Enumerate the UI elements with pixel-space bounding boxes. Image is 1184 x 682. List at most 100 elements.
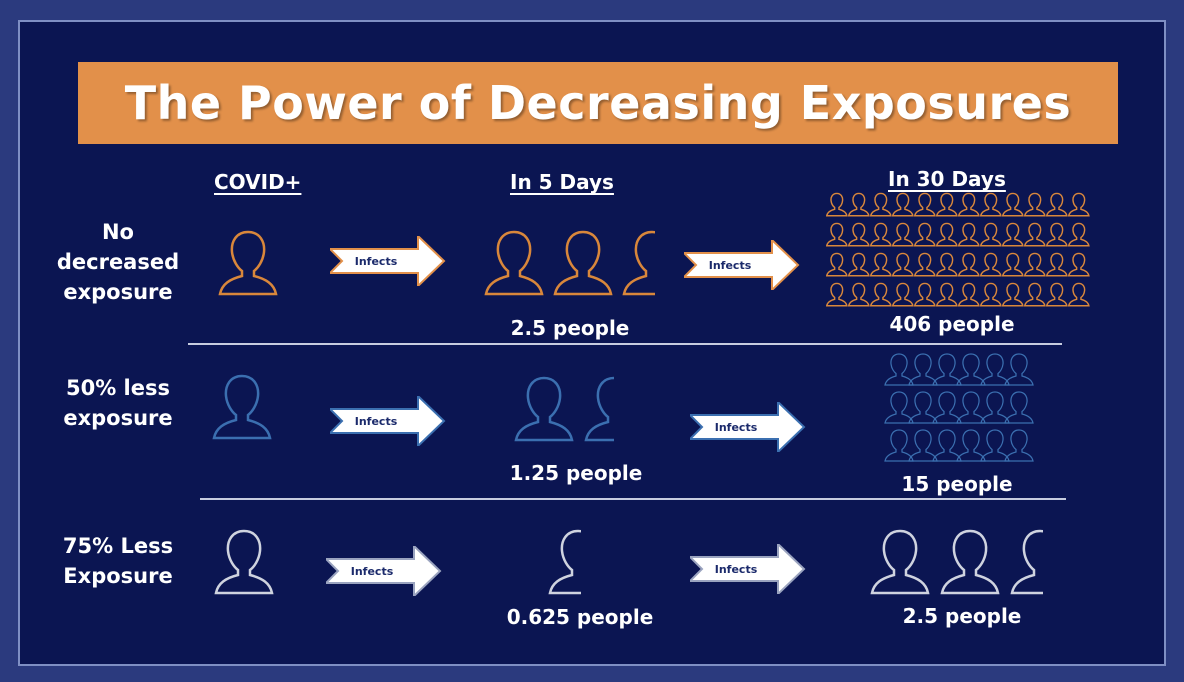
person-outline-icon [826, 192, 848, 217]
person-outline-icon [848, 222, 870, 247]
row-label-line: Exposure [63, 564, 173, 588]
person-outline-icon [1010, 529, 1043, 595]
infects-arrow: Infects [330, 236, 446, 286]
person-outline-icon [218, 230, 278, 296]
person-outline-icon [914, 252, 936, 277]
person-outline-icon [1046, 222, 1068, 247]
person-outline-icon [1002, 282, 1024, 307]
person-outline-icon [870, 529, 930, 595]
person-outline-icon [932, 391, 962, 424]
person-outline-icon [622, 230, 655, 296]
person-outline-icon [980, 353, 1010, 386]
person-outline-icon [940, 529, 1000, 595]
person-outline-icon [980, 252, 1002, 277]
row-divider [200, 498, 1066, 500]
person-outline-icon [936, 252, 958, 277]
person-outline-icon [980, 391, 1010, 424]
infects-arrow: Infects [326, 546, 442, 596]
person-outline-icon [884, 391, 914, 424]
person-outline-icon [892, 252, 914, 277]
right-arrow-icon [684, 240, 800, 290]
person-outline-icon [914, 282, 936, 307]
person-outline-icon [908, 429, 938, 462]
row-divider [188, 343, 1062, 345]
person-outline-icon [1002, 252, 1024, 277]
person-outline-icon [848, 252, 870, 277]
person-outline-icon [932, 429, 962, 462]
row-label-line: decreased [56, 250, 180, 274]
count-30-days: 2.5 people [902, 604, 1022, 628]
person-outline-icon [584, 376, 614, 442]
person-outline-icon [826, 252, 848, 277]
person-outline-icon [1024, 282, 1046, 307]
person-outline-icon [212, 374, 272, 440]
count-5-days: 0.625 people [506, 605, 654, 629]
person-outline-icon [892, 192, 914, 217]
person-outline-icon [870, 222, 892, 247]
arrow-label: Infects [350, 564, 394, 578]
person-outline-icon [908, 353, 938, 386]
person-outline-icon [1004, 429, 1034, 462]
row-label-line: exposure [63, 280, 173, 304]
slide-title: The Power of Decreasing Exposures [124, 76, 1072, 130]
row-label-line: 75% Less [62, 534, 174, 558]
person-outline-icon [958, 222, 980, 247]
person-outline-icon [980, 429, 1010, 462]
title-banner: The Power of Decreasing Exposures [78, 62, 1118, 144]
person-outline-icon [956, 391, 986, 424]
person-outline-icon [958, 252, 980, 277]
row-label-50-percent: 50% less exposure [48, 373, 188, 433]
row-label-no-decrease: No decreased exposure [48, 217, 188, 307]
count-30-days: 15 people [901, 472, 1013, 496]
person-outline-icon [1024, 222, 1046, 247]
person-outline-icon [870, 252, 892, 277]
person-outline-icon [1024, 252, 1046, 277]
person-outline-icon [936, 222, 958, 247]
row-label-75-percent: 75% Less Exposure [48, 531, 188, 591]
person-outline-icon [884, 429, 914, 462]
right-arrow-icon [690, 402, 806, 452]
column-header-30-days: In 30 Days [888, 167, 1006, 191]
person-outline-icon [958, 282, 980, 307]
person-outline-icon [548, 529, 581, 595]
column-header-5-days: In 5 Days [510, 170, 614, 194]
arrow-label: Infects [354, 254, 398, 268]
row-label-line: No [101, 220, 134, 244]
person-outline-icon [870, 192, 892, 217]
person-outline-icon [553, 230, 613, 296]
right-arrow-icon [690, 544, 806, 594]
person-outline-icon [914, 222, 936, 247]
person-outline-icon [848, 192, 870, 217]
count-5-days: 1.25 people [509, 461, 643, 485]
person-outline-icon [1046, 282, 1068, 307]
person-outline-icon [908, 391, 938, 424]
arrow-label: Infects [714, 562, 758, 576]
infects-arrow: Infects [330, 396, 446, 446]
person-outline-icon [884, 353, 914, 386]
person-outline-icon [936, 282, 958, 307]
row-label-line: exposure [63, 406, 173, 430]
person-outline-icon [932, 353, 962, 386]
person-outline-icon [1046, 192, 1068, 217]
person-outline-icon [848, 282, 870, 307]
person-outline-icon [484, 230, 544, 296]
infects-arrow: Infects [684, 240, 800, 290]
person-outline-icon [1004, 353, 1034, 386]
arrow-label: Infects [714, 420, 758, 434]
infects-arrow: Infects [690, 402, 806, 452]
person-outline-icon [958, 192, 980, 217]
infects-arrow: Infects [690, 544, 806, 594]
person-outline-icon [1002, 192, 1024, 217]
person-outline-icon [826, 282, 848, 307]
person-outline-icon [1004, 391, 1034, 424]
row-label-line: 50% less [65, 376, 170, 400]
person-outline-icon [514, 376, 574, 442]
person-outline-icon [956, 429, 986, 462]
arrow-label: Infects [708, 258, 752, 272]
person-outline-icon [980, 282, 1002, 307]
person-outline-icon [214, 529, 274, 595]
person-outline-icon [1068, 192, 1090, 217]
person-outline-icon [1046, 252, 1068, 277]
person-outline-icon [870, 282, 892, 307]
person-outline-icon [826, 222, 848, 247]
